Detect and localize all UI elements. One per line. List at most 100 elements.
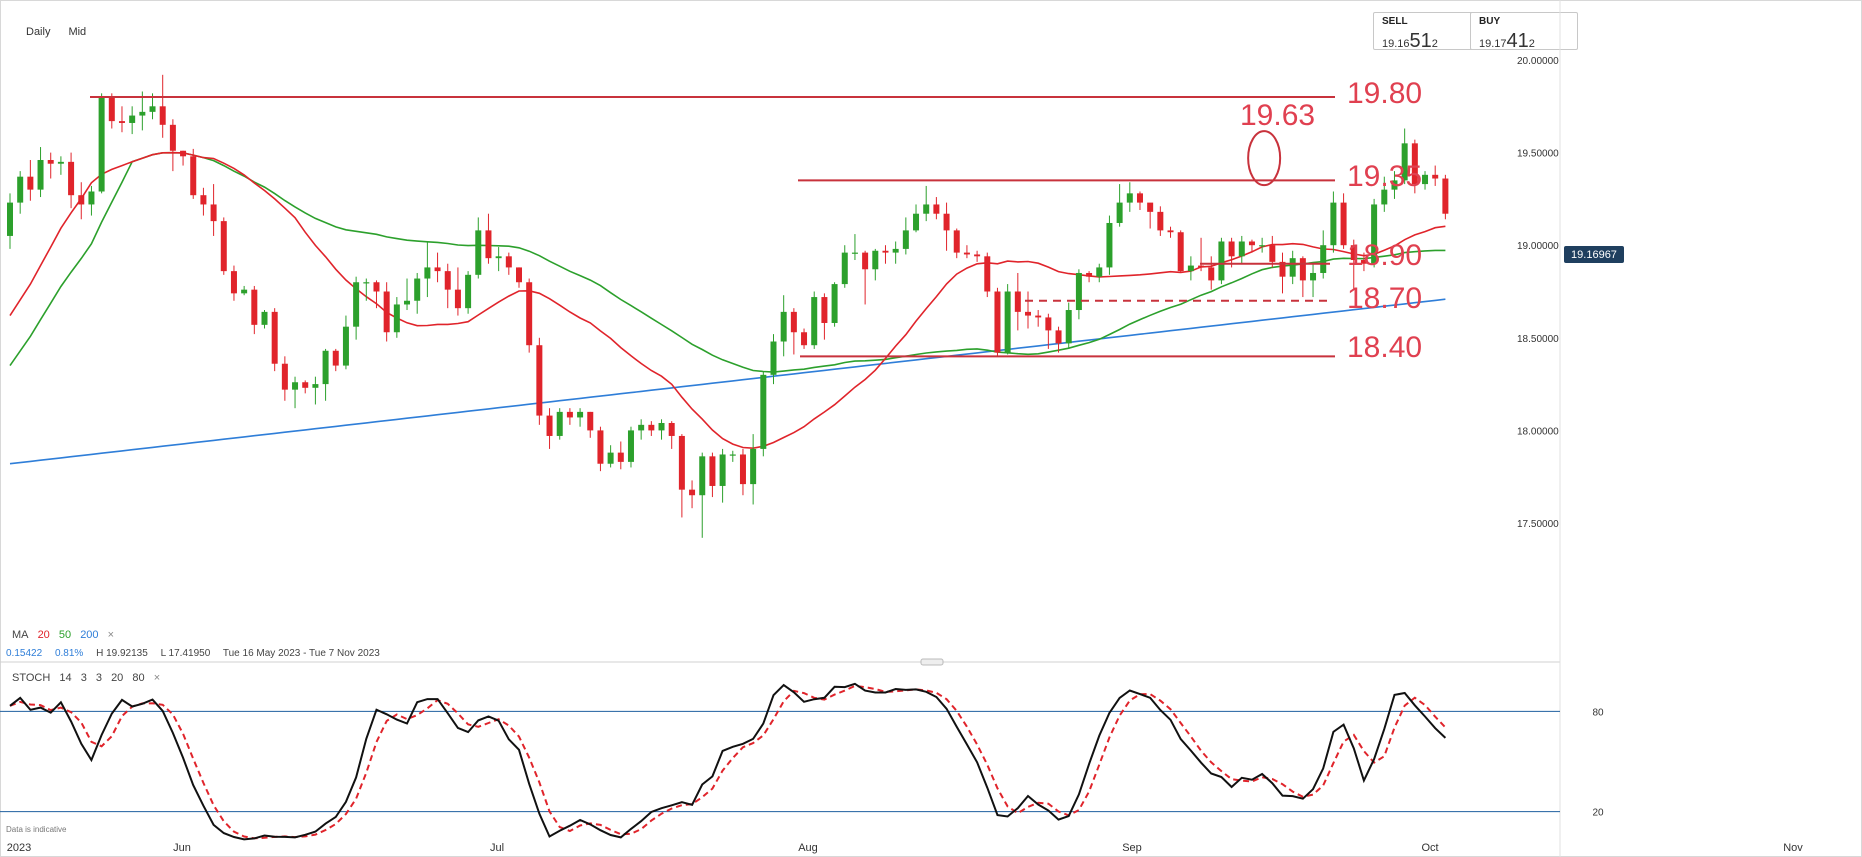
candle-body — [536, 345, 543, 416]
ma-legend-close-icon[interactable]: × — [107, 629, 115, 641]
candle-body — [556, 411, 563, 436]
stoch-legend-label: STOCH — [12, 672, 51, 684]
candle — [902, 217, 909, 255]
candle — [1350, 239, 1357, 290]
candle-body — [1340, 202, 1347, 246]
candle — [1442, 174, 1449, 220]
price-change-pct: 0.81% — [54, 648, 84, 659]
candle-body — [1391, 180, 1398, 190]
candle-body — [292, 382, 299, 390]
candle — [37, 147, 44, 198]
candle — [801, 328, 808, 349]
current-price-label: 19.16967 — [1571, 249, 1617, 261]
candle — [1238, 235, 1245, 264]
candle-body — [1065, 310, 1072, 344]
candle — [1279, 252, 1286, 294]
sell-button[interactable]: SELL 19.16512 — [1373, 12, 1481, 52]
candle-body — [1167, 230, 1174, 233]
candle-body — [454, 289, 461, 309]
candle-body — [159, 106, 166, 125]
ma-legend: MA 20 50 200 × — [12, 629, 120, 641]
candlesticks — [7, 74, 1449, 538]
candle-body — [831, 284, 838, 323]
candle-body — [617, 452, 624, 462]
candle — [1248, 239, 1255, 253]
stoch-param-hi: 80 — [132, 672, 145, 684]
candle — [1096, 263, 1103, 283]
price-type-selector[interactable]: Mid — [68, 26, 87, 38]
candle-body — [627, 430, 634, 462]
candle — [230, 265, 237, 301]
candle — [1177, 230, 1184, 273]
candle — [1208, 256, 1215, 290]
candle — [505, 252, 512, 275]
stoch-level-label: 20 — [1592, 808, 1604, 819]
interval-selector[interactable]: Daily — [26, 26, 51, 38]
candle-body — [424, 267, 431, 279]
support-resistance-levels: 19.80 19.35 18.90 18.70 18.40 19.63 — [90, 77, 1422, 364]
candle — [363, 278, 370, 301]
candle-body — [790, 311, 797, 333]
candle — [933, 197, 940, 220]
candle-body — [312, 384, 319, 388]
candle — [1401, 128, 1408, 185]
stoch-param-d: 3 — [80, 672, 87, 684]
candle-body — [739, 454, 746, 485]
x-tick-label: 2023 — [7, 842, 31, 854]
ma-legend-50: 50 — [58, 629, 72, 641]
candle — [251, 285, 258, 335]
candle-body — [811, 297, 818, 346]
candle-body — [1177, 232, 1184, 272]
candle-body — [882, 250, 889, 253]
candle-body — [851, 252, 858, 254]
stoch-legend-close-icon[interactable]: × — [153, 672, 161, 684]
candle-body — [57, 161, 64, 164]
candle-body — [862, 252, 869, 270]
candle-body — [607, 452, 614, 464]
candle-body — [129, 115, 136, 123]
candle-body — [913, 213, 920, 231]
price-axis: 20.00000 19.50000 19.00000 18.50000 18.00000… — [1517, 56, 1559, 530]
candle — [78, 182, 85, 220]
candle-body — [1381, 189, 1388, 205]
candle — [831, 282, 838, 327]
pane-resize-handle[interactable] — [920, 658, 944, 666]
candle-body — [444, 271, 451, 290]
candle — [393, 297, 400, 338]
candle-body — [1126, 193, 1133, 203]
candle-body — [780, 311, 787, 342]
candle — [658, 419, 665, 440]
candle-body — [1035, 315, 1042, 318]
candle — [169, 119, 176, 172]
candle — [444, 263, 451, 309]
candle — [1391, 171, 1398, 199]
candle-body — [801, 332, 808, 346]
highlight-ellipse — [1247, 130, 1282, 187]
candle-body — [577, 411, 584, 418]
candle — [648, 421, 655, 436]
candle-body — [1442, 178, 1449, 214]
level-label: 18.70 — [1347, 282, 1422, 315]
highlight-label: 19.63 — [1240, 99, 1315, 132]
candle-body — [118, 121, 125, 123]
candle-body — [465, 274, 472, 309]
candle — [373, 280, 380, 309]
candle — [577, 408, 584, 427]
level-label: 18.90 — [1347, 239, 1422, 272]
candle-body — [434, 267, 441, 272]
candle-body — [648, 424, 655, 431]
candle-body — [363, 282, 370, 284]
candle — [556, 408, 563, 440]
sell-price-sub: 2 — [1431, 38, 1438, 50]
candle — [1228, 237, 1235, 268]
stochastic-pane: 80 20 — [0, 682, 1604, 841]
candle — [1126, 182, 1133, 212]
candle-body — [963, 252, 970, 255]
y-tick-label: 17.50000 — [1517, 519, 1559, 530]
candle-body — [210, 204, 217, 222]
candle-body — [1004, 291, 1011, 353]
candle-body — [1147, 202, 1154, 212]
stoch-d-line — [9, 684, 1447, 840]
candle-body — [1238, 241, 1245, 257]
